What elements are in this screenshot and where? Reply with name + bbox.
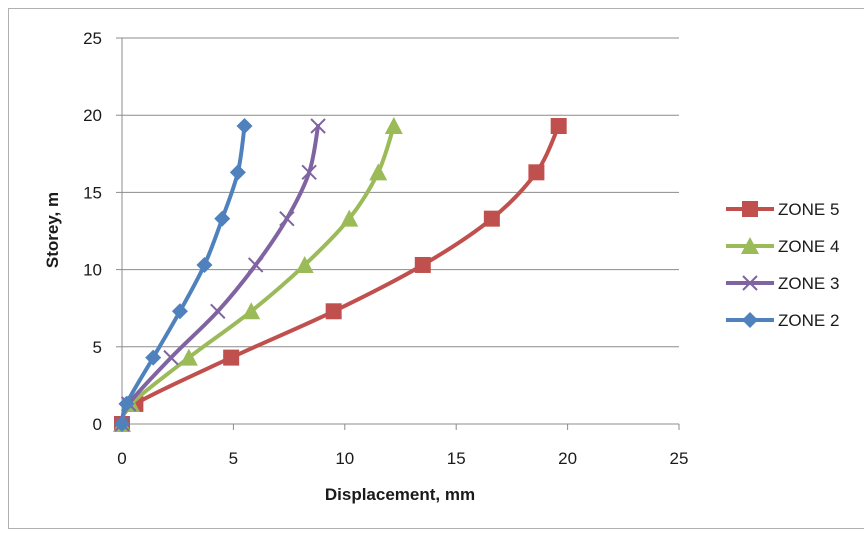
data-point	[279, 210, 295, 227]
x-tick-label: 0	[117, 449, 126, 468]
data-point	[114, 416, 130, 432]
legend-item[interactable]: ZONE 5	[726, 200, 839, 219]
data-point	[236, 118, 253, 135]
data-point	[179, 348, 198, 366]
data-point	[550, 118, 567, 135]
x-tick-label: 10	[335, 449, 354, 468]
legend-label: ZONE 3	[778, 274, 839, 293]
data-point	[210, 303, 226, 319]
y-axis-title: Storey, m	[43, 192, 62, 268]
series-zone-2	[114, 118, 253, 432]
data-point	[340, 209, 359, 227]
legend-item[interactable]: ZONE 2	[726, 311, 839, 330]
data-point	[301, 164, 317, 181]
axis-layer: 0 5 10 15 20 25 0 5 10 15 20 25	[83, 29, 688, 468]
data-point	[483, 210, 500, 227]
y-tick-label: 15	[83, 183, 102, 202]
data-point	[384, 117, 403, 135]
data-point	[223, 349, 240, 366]
data-point	[171, 303, 188, 320]
y-tick-label: 10	[83, 261, 102, 280]
x-tick-label: 20	[558, 449, 577, 468]
series-line	[120, 124, 396, 426]
y-tick-label: 0	[93, 415, 102, 434]
data-point	[242, 302, 261, 320]
data-point	[414, 256, 431, 273]
legend-label: ZONE 2	[778, 311, 839, 330]
legend-label: ZONE 4	[778, 237, 839, 256]
legend-marker	[742, 312, 758, 328]
chart-border	[8, 8, 864, 529]
data-point	[214, 210, 231, 227]
y-tick-label: 25	[83, 29, 102, 48]
x-tick-label: 25	[670, 449, 689, 468]
x-axis-title: Displacement, mm	[325, 485, 475, 504]
data-point	[295, 255, 314, 273]
data-point	[163, 349, 179, 366]
data-point	[229, 164, 246, 181]
x-tick-label: 5	[229, 449, 238, 468]
series-zone-4	[113, 117, 403, 432]
data-point	[325, 303, 342, 320]
legend-item[interactable]: ZONE 3	[726, 274, 839, 293]
data-point	[528, 164, 545, 181]
y-tick-label: 20	[83, 106, 102, 125]
legend-marker	[742, 275, 758, 291]
series-line	[120, 124, 561, 426]
legend-item[interactable]: ZONE 4	[726, 237, 839, 256]
data-point	[196, 256, 213, 273]
grid-layer	[122, 37, 679, 425]
legend-marker	[742, 201, 758, 217]
data-point	[369, 163, 388, 181]
legend[interactable]: ZONE 5 ZONE 4 ZONE 3 ZONE 2	[726, 200, 839, 330]
data-point	[118, 395, 135, 412]
x-tick-label: 15	[447, 449, 466, 468]
data-point	[145, 349, 162, 366]
data-point	[247, 257, 264, 273]
legend-marker	[741, 237, 759, 254]
legend-label: ZONE 5	[778, 200, 839, 219]
y-tick-label: 5	[93, 338, 102, 357]
data-point	[310, 118, 326, 134]
series-line	[120, 124, 321, 426]
series-layer	[113, 117, 567, 432]
series-zone-5	[114, 118, 567, 432]
